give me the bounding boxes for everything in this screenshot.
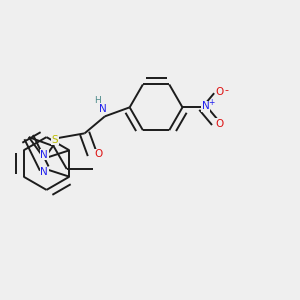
Text: O: O [215,87,224,97]
Text: H: H [94,96,101,105]
Text: O: O [216,119,224,129]
Text: N: N [40,167,48,177]
Text: S: S [52,134,58,145]
Text: N: N [40,150,48,160]
Text: N: N [202,101,210,111]
Text: -: - [224,85,228,95]
Text: +: + [208,98,214,107]
Text: O: O [95,149,103,159]
Text: N: N [99,103,107,114]
